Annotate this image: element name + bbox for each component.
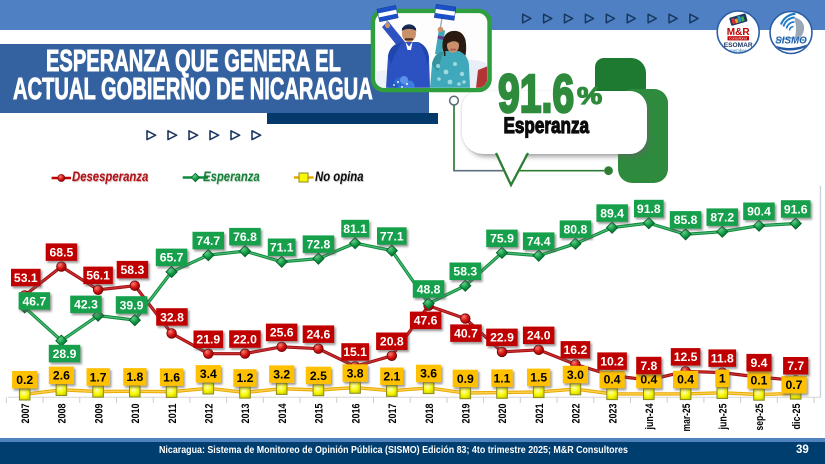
svg-text:2022: 2022: [571, 404, 583, 424]
svg-text:7.7: 7.7: [787, 359, 804, 373]
svg-text:77.1: 77.1: [380, 229, 404, 243]
svg-text:80.8: 80.8: [564, 223, 588, 237]
svg-text:0.7: 0.7: [786, 378, 803, 392]
svg-text:39.9: 39.9: [120, 298, 144, 312]
svg-text:32.8: 32.8: [160, 310, 184, 324]
svg-text:jun-25: jun-25: [718, 404, 730, 431]
svg-text:member: member: [730, 48, 747, 53]
svg-text:0.1: 0.1: [751, 373, 768, 387]
svg-text:2013: 2013: [240, 404, 252, 424]
svg-text:40.7: 40.7: [454, 327, 478, 341]
svg-text:11.8: 11.8: [711, 351, 734, 365]
svg-text:22.0: 22.0: [233, 332, 257, 346]
svg-text:2019: 2019: [461, 404, 473, 424]
svg-text:42.3: 42.3: [74, 298, 98, 312]
svg-text:2014: 2014: [277, 403, 289, 424]
svg-text:0.4: 0.4: [677, 373, 694, 387]
svg-text:3.8: 3.8: [347, 366, 364, 380]
svg-text:ESOMAR: ESOMAR: [724, 42, 753, 49]
svg-text:75.9: 75.9: [490, 232, 514, 246]
svg-text:1.1: 1.1: [494, 371, 511, 385]
svg-text:1.2: 1.2: [237, 371, 254, 385]
svg-text:2018: 2018: [424, 404, 436, 424]
svg-text:1: 1: [719, 372, 726, 386]
svg-text:10.2: 10.2: [600, 354, 624, 368]
svg-text:7.8: 7.8: [640, 359, 657, 373]
svg-text:0.9: 0.9: [457, 372, 474, 386]
svg-text:9.4: 9.4: [751, 356, 768, 370]
svg-text:90.4: 90.4: [747, 205, 771, 219]
svg-text:89.4: 89.4: [600, 206, 624, 220]
svg-text:SISMO: SISMO: [775, 36, 807, 47]
svg-text:16.2: 16.2: [564, 343, 588, 357]
svg-text:Consultores: Consultores: [729, 37, 747, 41]
svg-text:2009: 2009: [93, 404, 105, 424]
svg-text:72.8: 72.8: [307, 237, 331, 251]
svg-text:12.5: 12.5: [674, 350, 698, 364]
svg-text:3.0: 3.0: [567, 368, 584, 382]
svg-text:48.8: 48.8: [417, 282, 441, 296]
svg-text:1.5: 1.5: [530, 371, 547, 385]
svg-text:20.8: 20.8: [380, 335, 404, 349]
svg-text:2.5: 2.5: [310, 369, 327, 383]
svg-text:28.9: 28.9: [53, 347, 77, 361]
svg-text:47.6: 47.6: [414, 314, 438, 328]
svg-text:22.9: 22.9: [490, 331, 514, 345]
svg-text:53.1: 53.1: [14, 271, 38, 285]
svg-text:91.8: 91.8: [637, 202, 661, 216]
svg-text:1.7: 1.7: [90, 370, 107, 384]
svg-text:2007: 2007: [20, 404, 32, 424]
svg-text:87.2: 87.2: [710, 211, 734, 225]
svg-text:56.1: 56.1: [86, 269, 110, 283]
svg-text:2023: 2023: [607, 404, 619, 424]
svg-text:sep-25: sep-25: [754, 404, 766, 431]
svg-text:1.8: 1.8: [126, 370, 143, 384]
svg-text:2015: 2015: [314, 404, 326, 424]
svg-text:2016: 2016: [350, 404, 362, 424]
svg-text:25.6: 25.6: [270, 326, 294, 340]
svg-text:2010: 2010: [130, 404, 142, 424]
svg-text:2011: 2011: [167, 404, 179, 424]
svg-text:2020: 2020: [497, 404, 509, 424]
svg-text:21.9: 21.9: [196, 333, 220, 347]
svg-text:3.6: 3.6: [420, 367, 437, 381]
svg-text:2021: 2021: [534, 404, 546, 424]
svg-text:65.7: 65.7: [160, 251, 184, 265]
svg-text:3.2: 3.2: [273, 368, 290, 382]
svg-text:68.5: 68.5: [50, 245, 74, 259]
svg-text:2017: 2017: [387, 404, 399, 424]
svg-text:91.6: 91.6: [784, 202, 808, 216]
svg-text:85.8: 85.8: [674, 213, 698, 227]
svg-text:mar-25: mar-25: [681, 404, 693, 432]
svg-text:76.8: 76.8: [233, 230, 257, 244]
svg-text:24.6: 24.6: [307, 328, 331, 342]
svg-text:71.1: 71.1: [270, 241, 294, 255]
svg-text:2.1: 2.1: [383, 370, 400, 384]
svg-text:M&R: M&R: [727, 27, 751, 38]
svg-text:81.1: 81.1: [343, 222, 367, 236]
svg-text:2.6: 2.6: [53, 369, 70, 383]
svg-text:jun-24: jun-24: [644, 403, 656, 430]
svg-text:dic-25: dic-25: [791, 404, 803, 430]
svg-text:46.7: 46.7: [23, 294, 47, 308]
svg-text:3.4: 3.4: [200, 367, 217, 381]
svg-text:0.4: 0.4: [604, 373, 621, 387]
svg-text:0.4: 0.4: [640, 373, 657, 387]
svg-text:0.2: 0.2: [16, 373, 33, 387]
svg-text:15.1: 15.1: [343, 345, 367, 359]
svg-text:58.3: 58.3: [121, 263, 145, 277]
svg-text:24.0: 24.0: [527, 329, 551, 343]
svg-text:74.4: 74.4: [527, 234, 551, 248]
svg-text:2008: 2008: [57, 404, 69, 424]
svg-text:2012: 2012: [204, 404, 216, 424]
svg-text:58.3: 58.3: [453, 265, 477, 279]
svg-text:1.6: 1.6: [163, 371, 180, 385]
svg-text:74.7: 74.7: [196, 234, 220, 248]
